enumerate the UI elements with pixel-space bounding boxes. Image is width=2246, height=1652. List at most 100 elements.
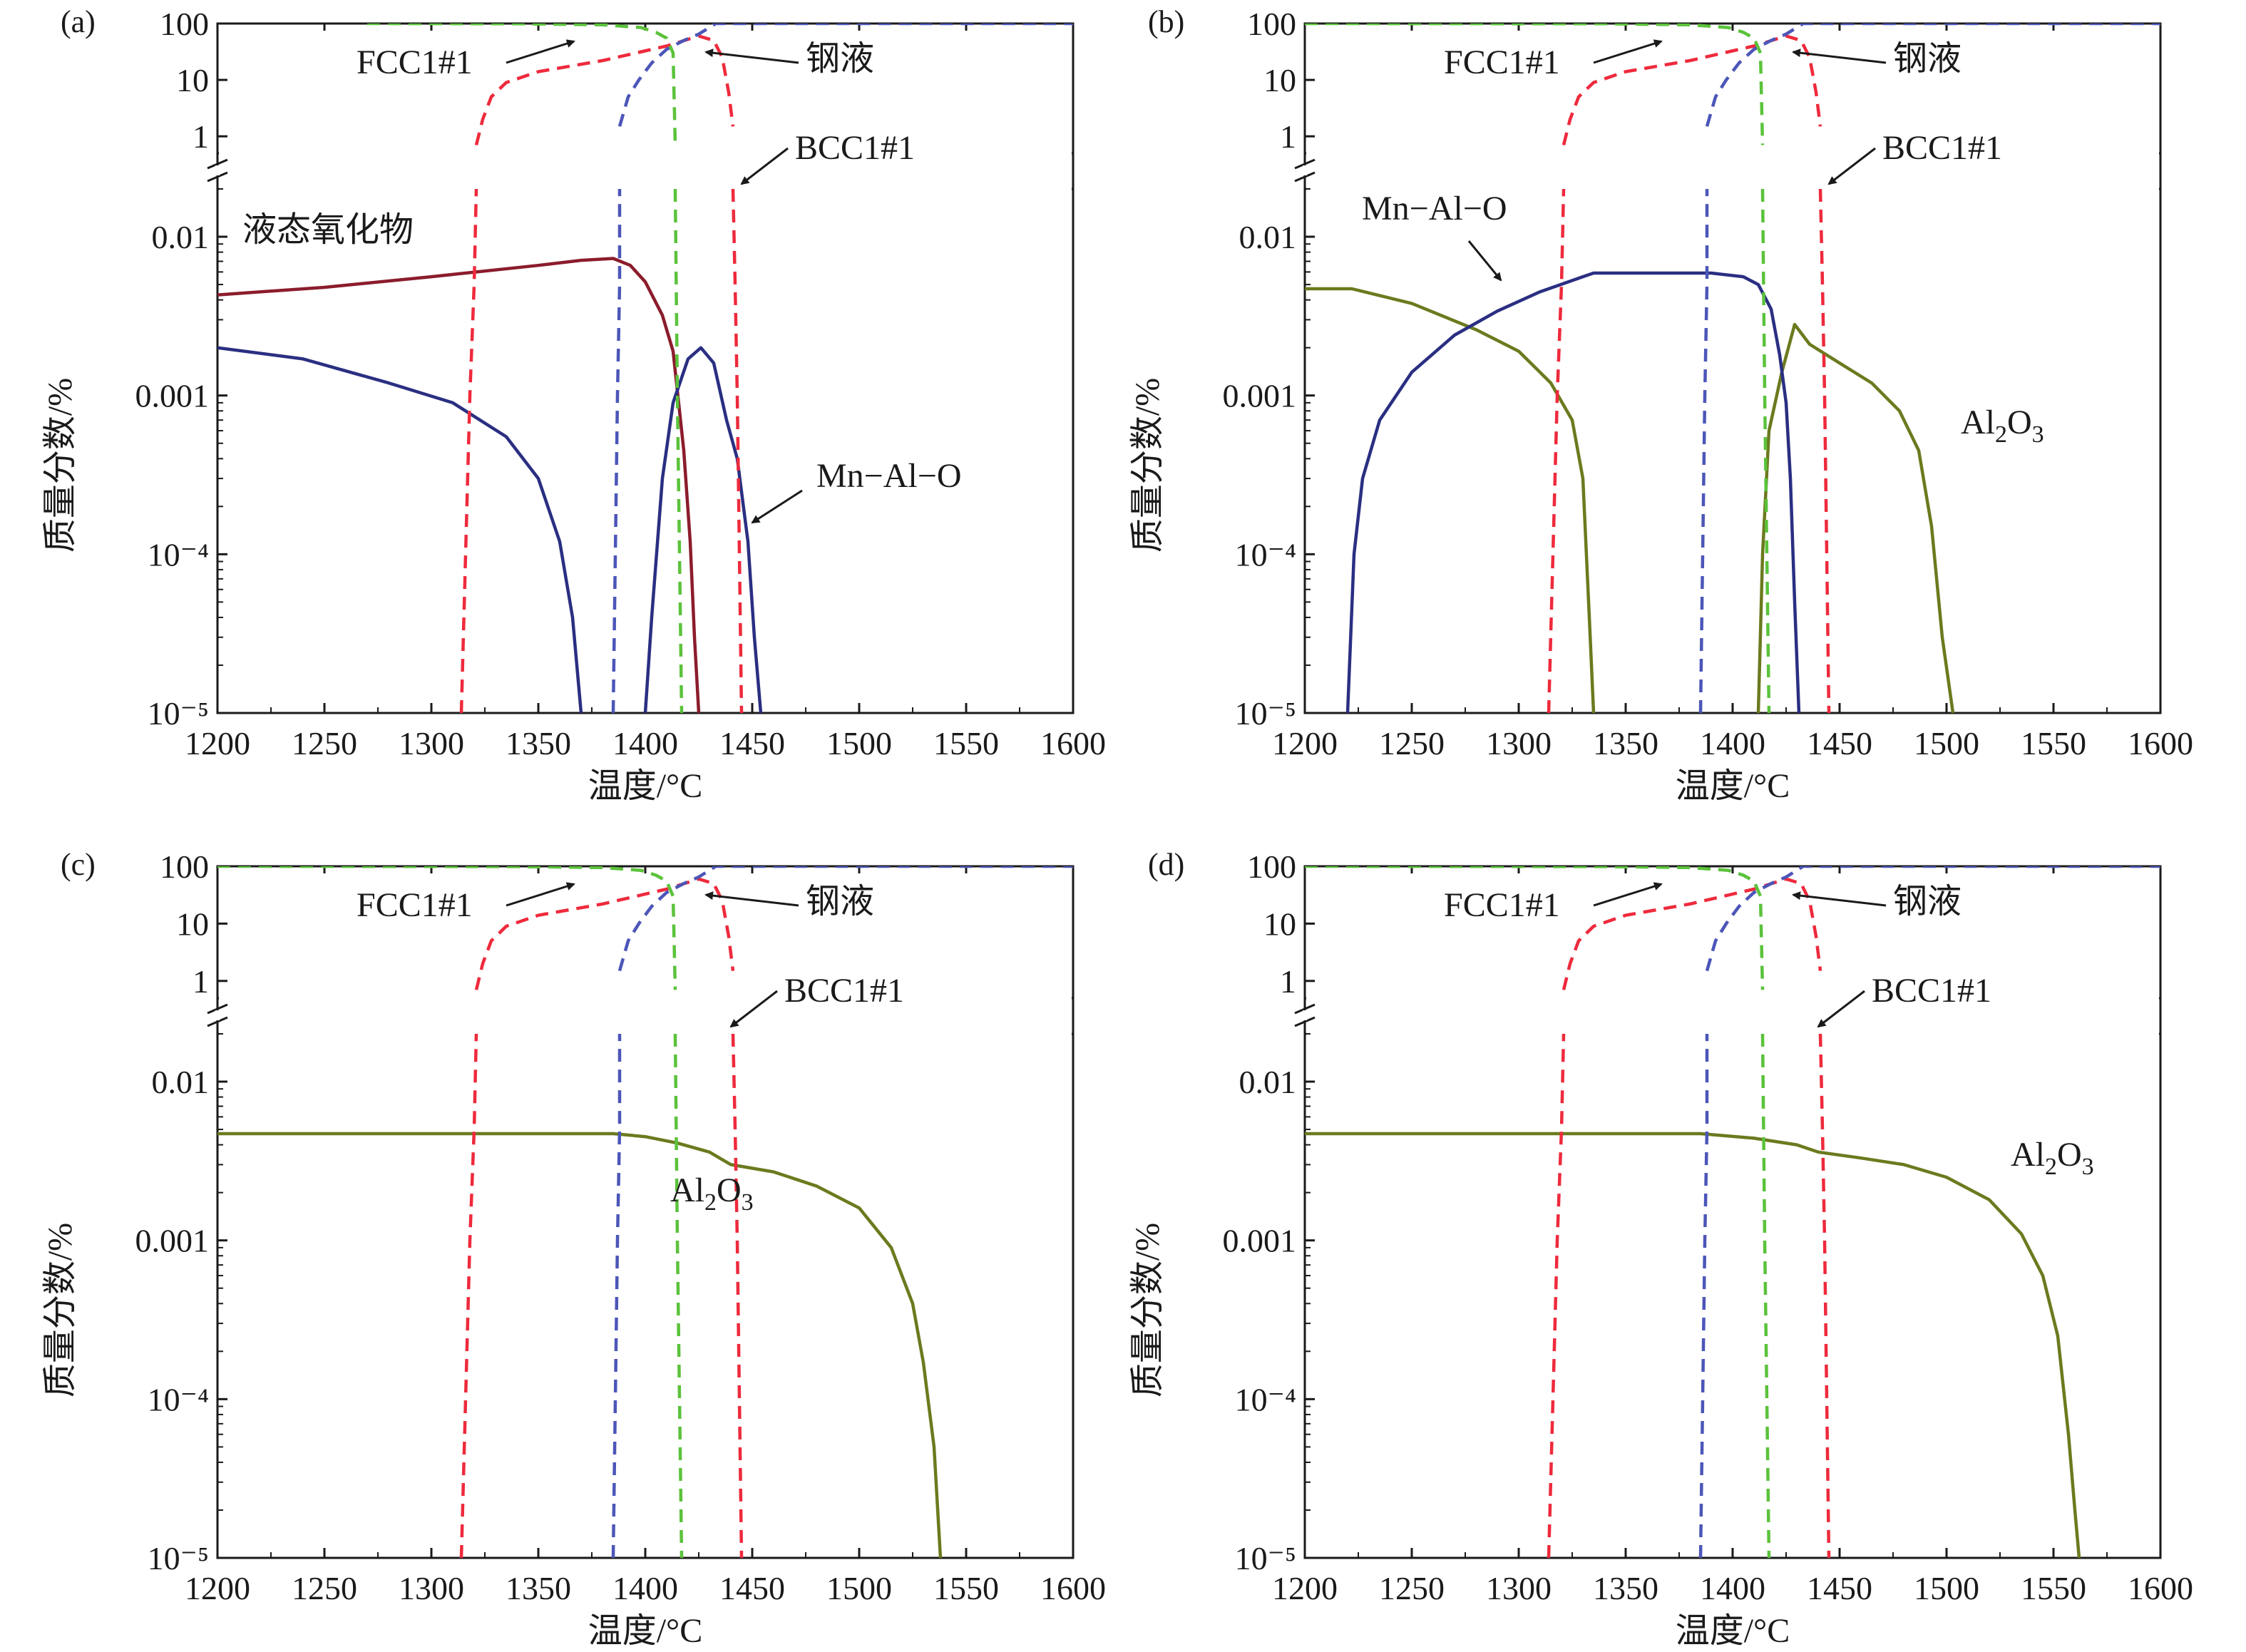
x-tick-label: 1200 bbox=[1272, 725, 1338, 761]
x-tick-label: 1250 bbox=[1379, 725, 1445, 761]
x-tick-label: 1400 bbox=[612, 725, 678, 761]
plot-frame-lower bbox=[216, 188, 1075, 714]
x-tick-label: 1250 bbox=[1379, 1570, 1445, 1606]
y-tick-label-upper: 100 bbox=[160, 848, 209, 885]
x-tick-label: 1300 bbox=[399, 1570, 464, 1606]
axis-break-mask bbox=[219, 152, 1072, 190]
y-tick-label: 0.001 bbox=[135, 1223, 210, 1259]
annotation-part: 2 bbox=[2045, 1154, 2057, 1180]
x-tick-label: 1450 bbox=[1807, 725, 1872, 761]
y-tick-label: 0.001 bbox=[1223, 1223, 1297, 1259]
annotation-bcc: BCC1#1 bbox=[1872, 972, 1991, 1010]
x-tick-label: 1300 bbox=[1486, 1570, 1552, 1606]
annotation-phase2: Mn−Al−O bbox=[816, 457, 961, 495]
axis-break-gap bbox=[215, 1010, 220, 1020]
annotation-part: 3 bbox=[2032, 421, 2044, 448]
annotation-liquid_steel: 钢液 bbox=[806, 40, 874, 78]
y-tick-label: 0.01 bbox=[152, 1064, 210, 1100]
annotation-arrow bbox=[751, 489, 803, 524]
x-tick-label: 1250 bbox=[292, 1570, 357, 1606]
series-line bbox=[611, 866, 1073, 1558]
panel-b: 1200 1250 1300 1350 1400 1450 1500 1550 1600 0.01… bbox=[1129, 4, 2193, 805]
annotation-liquid_steel: 钢液 bbox=[806, 883, 874, 920]
y-tick-label: 10⁻⁴ bbox=[1235, 536, 1296, 573]
panel-label: (d) bbox=[1148, 847, 1184, 882]
y-tick-label-upper: 1 bbox=[193, 963, 209, 1000]
y-axis-label: 质量分数/% bbox=[41, 1223, 79, 1397]
annotation-arrow bbox=[704, 891, 799, 907]
y-tick-label: 10⁻⁵ bbox=[148, 695, 209, 732]
y-axis-label: 质量分数/% bbox=[1129, 1223, 1166, 1397]
series-line bbox=[611, 24, 1073, 713]
series-line bbox=[1305, 287, 1596, 713]
series-line bbox=[217, 866, 684, 1558]
panel-label: (b) bbox=[1148, 4, 1184, 39]
annotation-arrow bbox=[506, 882, 575, 907]
annotation-bcc: BCC1#1 bbox=[1882, 129, 2002, 167]
plot-frame-upper bbox=[216, 22, 1075, 155]
annotation-part: O bbox=[2007, 404, 2032, 441]
series-line bbox=[1305, 1132, 2081, 1558]
y-tick-label: 10⁻⁵ bbox=[1235, 1540, 1296, 1576]
y-tick-label-upper: 100 bbox=[160, 6, 209, 42]
series-line bbox=[1698, 24, 2160, 713]
axis-break-gap bbox=[1303, 165, 1307, 175]
y-tick-label: 10⁻⁴ bbox=[148, 1381, 209, 1417]
panel-d: 1200 1250 1300 1350 1400 1450 1500 1550 1600 0.01… bbox=[1129, 847, 2193, 1650]
axis-break-mask bbox=[219, 997, 1072, 1035]
x-tick-label: 1500 bbox=[1914, 1570, 1979, 1606]
x-tick-label: 1500 bbox=[826, 1570, 892, 1606]
y-tick-label: 0.001 bbox=[1223, 378, 1297, 414]
x-tick-label: 1400 bbox=[612, 1570, 678, 1606]
annotation-arrow bbox=[1827, 147, 1876, 185]
x-axis-label: 温度/°C bbox=[588, 767, 703, 805]
series-line bbox=[643, 346, 763, 713]
annotation-arrow bbox=[704, 48, 799, 64]
series-line bbox=[366, 24, 684, 713]
axis-break-gap bbox=[215, 165, 220, 175]
x-tick-label: 1250 bbox=[292, 725, 357, 761]
annotation-liquid_steel: 钢液 bbox=[1893, 883, 1962, 920]
y-tick-label-upper: 10 bbox=[176, 905, 209, 942]
x-tick-label: 1450 bbox=[719, 725, 785, 761]
y-tick-label-upper: 1 bbox=[1280, 963, 1296, 1000]
annotation-part: O bbox=[717, 1171, 742, 1209]
axis-break-mark bbox=[1294, 1003, 1316, 1027]
x-tick-label: 1500 bbox=[1914, 725, 1979, 761]
annotation-part: Al bbox=[670, 1171, 704, 1209]
annotation-arrow bbox=[1792, 891, 1887, 907]
plot-frame-upper bbox=[1303, 865, 2162, 1000]
x-tick-label: 1300 bbox=[399, 725, 464, 761]
x-tick-label: 1350 bbox=[506, 725, 571, 761]
x-tick-label: 1450 bbox=[1807, 1570, 1872, 1606]
axis-break-mask bbox=[1306, 997, 2159, 1035]
x-axis-label: 温度/°C bbox=[588, 1612, 703, 1650]
series-line bbox=[217, 1132, 943, 1558]
annotation-bcc: BCC1#1 bbox=[795, 129, 915, 167]
series-line bbox=[459, 34, 744, 713]
annotation-arrow bbox=[1817, 990, 1865, 1028]
x-tick-label: 1200 bbox=[185, 725, 250, 761]
annotation-phase1: 液态氧化物 bbox=[242, 211, 414, 249]
y-tick-label-upper: 100 bbox=[1247, 848, 1296, 885]
x-axis-label: 温度/°C bbox=[1676, 767, 1790, 805]
x-tick-label: 1550 bbox=[2021, 1570, 2086, 1606]
annotation-bcc: BCC1#1 bbox=[784, 972, 904, 1010]
y-tick-label: 10⁻⁴ bbox=[148, 536, 209, 573]
series-line bbox=[1305, 866, 1771, 1558]
annotation-part: 3 bbox=[2082, 1154, 2094, 1180]
x-tick-label: 1550 bbox=[933, 725, 999, 761]
x-tick-label: 1350 bbox=[1593, 725, 1658, 761]
series-line bbox=[459, 877, 744, 1558]
x-tick-label: 1450 bbox=[719, 1570, 785, 1606]
y-axis-label: 质量分数/% bbox=[1129, 378, 1166, 553]
annotation-part: 3 bbox=[742, 1189, 754, 1216]
annotation-phase2: Al2O3 bbox=[1961, 404, 2044, 448]
plot-frame-lower bbox=[1303, 1032, 2162, 1559]
series-line bbox=[1698, 866, 2160, 1558]
annotation-part: Al bbox=[1961, 404, 1995, 441]
x-tick-label: 1550 bbox=[933, 1570, 999, 1606]
annotation-fcc: FCC1#1 bbox=[1444, 886, 1560, 924]
plot-frame-upper bbox=[216, 865, 1075, 1000]
